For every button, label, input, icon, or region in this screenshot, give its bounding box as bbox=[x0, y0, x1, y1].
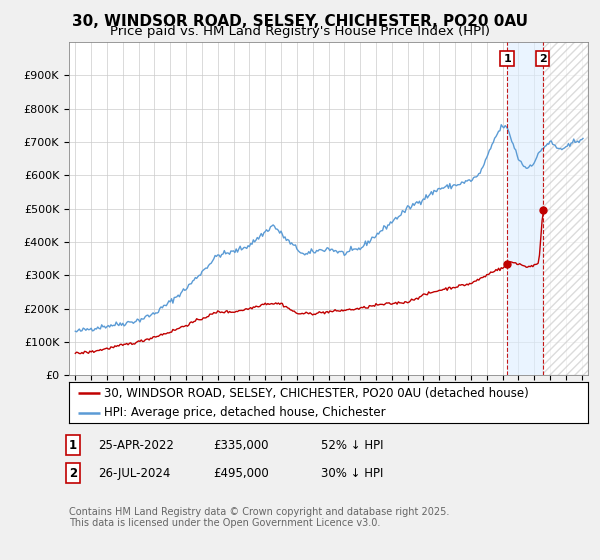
Text: £335,000: £335,000 bbox=[213, 438, 269, 452]
Text: 26-JUL-2024: 26-JUL-2024 bbox=[98, 466, 170, 480]
Text: 52% ↓ HPI: 52% ↓ HPI bbox=[321, 438, 383, 452]
Text: 1: 1 bbox=[69, 438, 77, 452]
Text: HPI: Average price, detached house, Chichester: HPI: Average price, detached house, Chic… bbox=[104, 406, 386, 419]
Text: 30, WINDSOR ROAD, SELSEY, CHICHESTER, PO20 0AU: 30, WINDSOR ROAD, SELSEY, CHICHESTER, PO… bbox=[72, 14, 528, 29]
Text: £495,000: £495,000 bbox=[213, 466, 269, 480]
Text: 30, WINDSOR ROAD, SELSEY, CHICHESTER, PO20 0AU (detached house): 30, WINDSOR ROAD, SELSEY, CHICHESTER, PO… bbox=[104, 387, 529, 400]
Bar bbox=[543, 42, 588, 375]
Text: 25-APR-2022: 25-APR-2022 bbox=[98, 438, 173, 452]
Text: 2: 2 bbox=[69, 466, 77, 480]
Text: 1: 1 bbox=[503, 54, 511, 64]
Text: Price paid vs. HM Land Registry's House Price Index (HPI): Price paid vs. HM Land Registry's House … bbox=[110, 25, 490, 38]
Bar bbox=[507, 42, 543, 375]
Text: 30% ↓ HPI: 30% ↓ HPI bbox=[321, 466, 383, 480]
Text: 2: 2 bbox=[539, 54, 547, 64]
Text: Contains HM Land Registry data © Crown copyright and database right 2025.
This d: Contains HM Land Registry data © Crown c… bbox=[69, 507, 449, 529]
